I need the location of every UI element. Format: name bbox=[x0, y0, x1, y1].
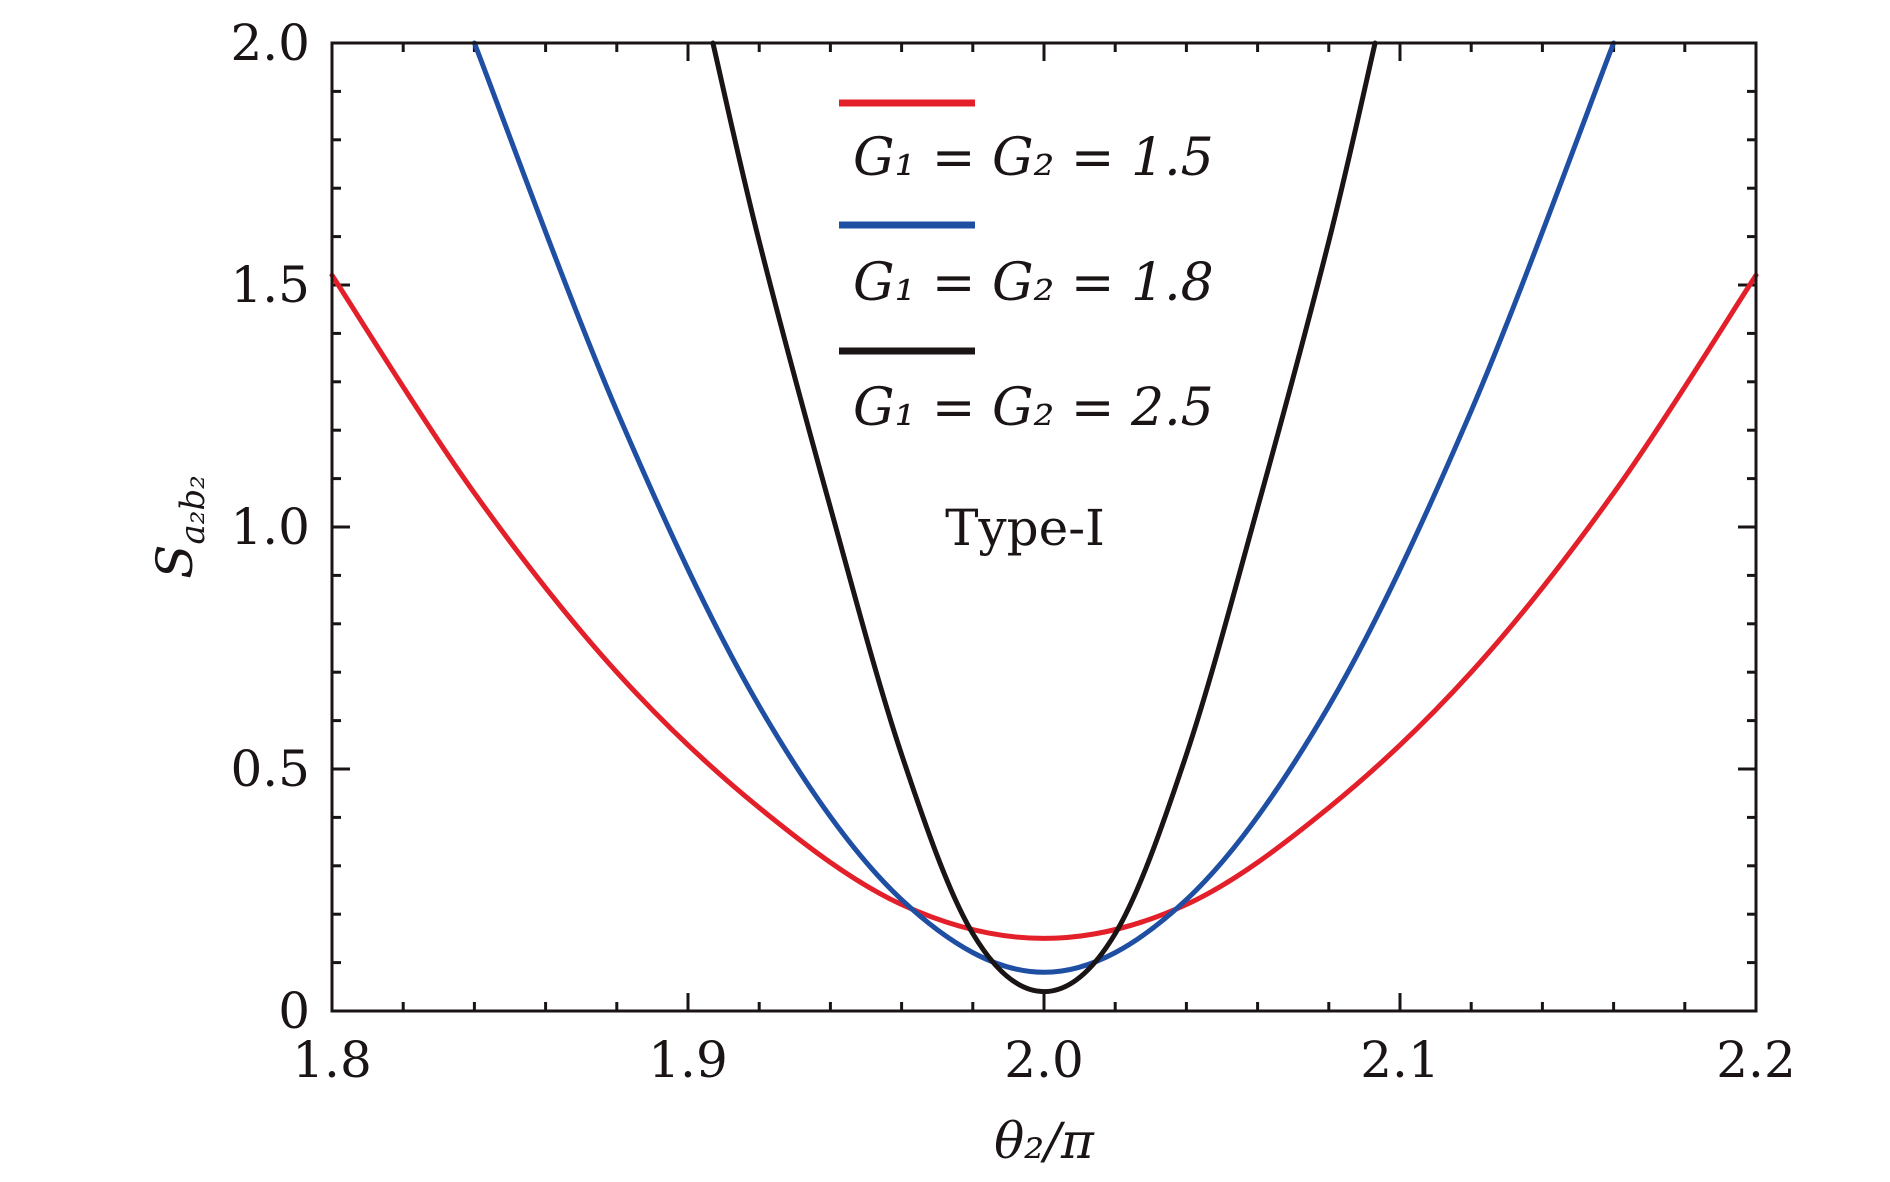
annotation-type: Type-I bbox=[945, 499, 1105, 557]
plot-frame bbox=[330, 41, 1758, 1013]
y-axis-label: Sa₂b₂ bbox=[146, 475, 213, 579]
y-tick-label: 1.5 bbox=[230, 256, 310, 314]
y-tick-label: 1.0 bbox=[230, 498, 310, 556]
series-layer bbox=[329, 40, 1759, 995]
legend-label-1: G₁ = G₂ = 1.5 bbox=[853, 128, 1214, 188]
x-tick-labels: 1.8 1.9 2.0 2.1 2.2 bbox=[292, 1031, 1796, 1089]
y-axis-label-main: S bbox=[146, 545, 204, 579]
x-tick-label: 2.2 bbox=[1716, 1031, 1796, 1089]
series-line-3 bbox=[710, 40, 1378, 995]
legend-label-3: G₁ = G₂ = 2.5 bbox=[853, 378, 1214, 438]
x-tick-label: 2.0 bbox=[1004, 1031, 1084, 1089]
y-tick-label: 0.5 bbox=[230, 740, 310, 798]
x-axis-label: θ₂/π bbox=[994, 1112, 1095, 1170]
x-tick-label: 1.8 bbox=[292, 1031, 372, 1089]
x-tick-label: 1.9 bbox=[648, 1031, 728, 1089]
y-tick-label: 2.0 bbox=[230, 14, 310, 72]
series-line-1 bbox=[329, 272, 1759, 941]
y-tick-label: 0 bbox=[278, 982, 310, 1040]
y-tick-labels: 0 0.5 1.0 1.5 2.0 bbox=[230, 14, 310, 1040]
y-axis-label-sub: a₂b₂ bbox=[173, 475, 213, 544]
legend: G₁ = G₂ = 1.5 G₁ = G₂ = 1.8 G₁ = G₂ = 2.5 bbox=[839, 99, 1214, 438]
series-line-2 bbox=[471, 40, 1617, 975]
legend-label-2: G₁ = G₂ = 1.8 bbox=[853, 253, 1214, 313]
x-tick-label: 2.1 bbox=[1360, 1031, 1440, 1089]
